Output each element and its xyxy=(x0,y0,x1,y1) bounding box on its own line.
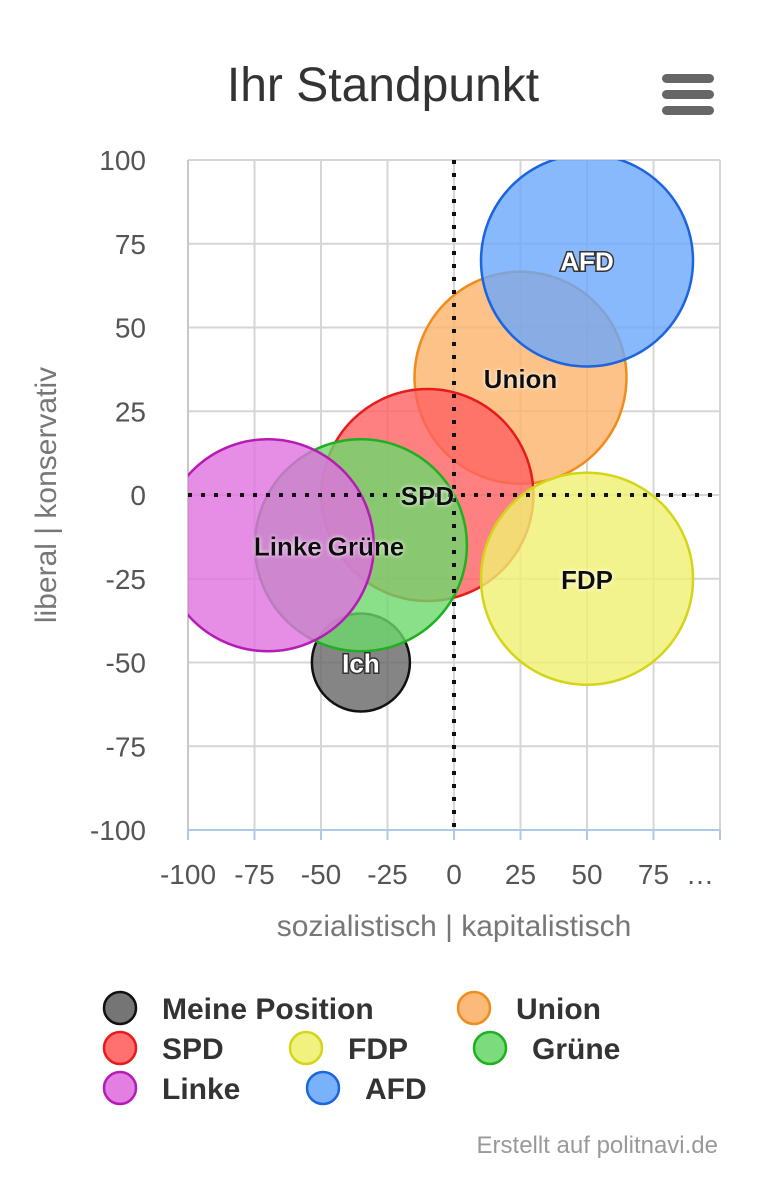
legend-marker-afd xyxy=(305,1070,341,1106)
y-tick-label: -25 xyxy=(106,564,146,595)
menu-bar xyxy=(662,106,714,115)
x-tick-label: -25 xyxy=(367,859,407,890)
x-tick-label: … xyxy=(686,859,714,890)
legend-label-linke[interactable]: Linke xyxy=(162,1073,240,1106)
x-tick-label: 25 xyxy=(505,859,536,890)
bubble-label-spd: SPD xyxy=(401,481,454,511)
x-tick-label: -75 xyxy=(234,859,274,890)
bubble-afd xyxy=(479,160,695,368)
legend-marker-linke xyxy=(102,1070,138,1106)
legend-label-afd[interactable]: AFD xyxy=(365,1073,427,1106)
bubble-group xyxy=(188,160,695,713)
legend-marker-ich xyxy=(102,990,138,1026)
y-tick-label: 50 xyxy=(115,313,146,344)
legend-marker-union xyxy=(456,990,492,1026)
bubble-label-union: Union xyxy=(484,364,558,394)
legend-label-union[interactable]: Union xyxy=(516,993,601,1026)
y-tick-label: 100 xyxy=(99,145,146,176)
y-tick-label: -75 xyxy=(106,731,146,762)
x-tick-label: 50 xyxy=(571,859,602,890)
bubble-label-afd: AFD xyxy=(560,247,613,277)
x-tick-label: 75 xyxy=(638,859,669,890)
x-axis-title: sozialistisch | kapitalistisch xyxy=(277,910,632,943)
chart-title: Ihr Standpunkt xyxy=(226,59,540,112)
bubble-label-grüne: Grüne xyxy=(328,531,405,561)
y-tick-label: -50 xyxy=(106,648,146,679)
x-tick-label: -50 xyxy=(301,859,341,890)
legend-label-spd[interactable]: SPD xyxy=(162,1033,224,1066)
menu-bar xyxy=(662,90,714,99)
credit-text[interactable]: Erstellt auf politnavi.de xyxy=(476,1132,718,1159)
x-tick-label: 0 xyxy=(446,859,462,890)
y-tick-label: 0 xyxy=(130,480,146,511)
y-axis-title: liberal | konservativ xyxy=(30,367,63,623)
menu-bar xyxy=(662,74,714,83)
hamburger-menu-icon[interactable] xyxy=(662,74,714,116)
y-tick-label: -100 xyxy=(90,815,146,846)
x-tick-label: -100 xyxy=(160,859,216,890)
legend-marker-spd xyxy=(102,1030,138,1066)
y-tick-label: 75 xyxy=(115,229,146,260)
legend-marker-grüne xyxy=(472,1030,508,1066)
legend-label-grüne[interactable]: Grüne xyxy=(532,1033,620,1066)
bubble-fdp xyxy=(479,471,695,686)
legend-label-fdp[interactable]: FDP xyxy=(348,1033,408,1066)
bubble-linke xyxy=(188,438,376,653)
legend-label-ich[interactable]: Meine Position xyxy=(162,993,374,1026)
bubble-label-fdp: FDP xyxy=(561,565,613,595)
y-tick-label: 25 xyxy=(115,396,146,427)
bubble-label-linke: Linke xyxy=(254,531,322,561)
bubble-label-ich: Ich xyxy=(342,649,380,679)
legend-marker-fdp xyxy=(288,1030,324,1066)
